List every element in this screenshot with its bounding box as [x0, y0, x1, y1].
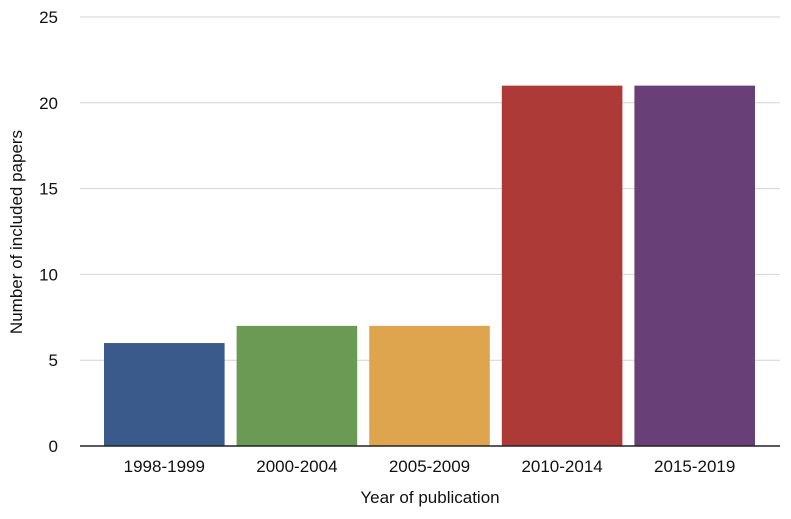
y-axis-ticks: 0 5 10 15 20 25 — [39, 8, 58, 456]
x-axis-label: Year of publication — [360, 488, 499, 507]
y-tick-label: 25 — [39, 8, 58, 27]
x-tick-label: 2000-2004 — [256, 457, 337, 476]
bar-2005-2009 — [369, 325, 490, 446]
bar-2010-2014 — [501, 85, 623, 446]
x-tick-label: 1998-1999 — [124, 457, 205, 476]
y-tick-label: 15 — [39, 180, 58, 199]
y-axis-label: Number of included papers — [7, 130, 26, 334]
y-tick-label: 0 — [49, 437, 58, 456]
bar-2015-2019 — [634, 85, 755, 446]
x-axis-ticks: 1998-1999 2000-2004 2005-2009 2010-2014 2015… — [124, 457, 736, 476]
bar-1998-1999 — [104, 343, 225, 446]
bars — [104, 85, 755, 446]
x-tick-label: 2005-2009 — [389, 457, 470, 476]
x-tick-label: 2010-2014 — [521, 457, 602, 476]
y-tick-label: 5 — [49, 351, 58, 370]
y-tick-label: 20 — [39, 94, 58, 113]
y-tick-label: 10 — [39, 265, 58, 284]
x-tick-label: 2015-2019 — [654, 457, 735, 476]
bar-2000-2004 — [236, 325, 358, 446]
